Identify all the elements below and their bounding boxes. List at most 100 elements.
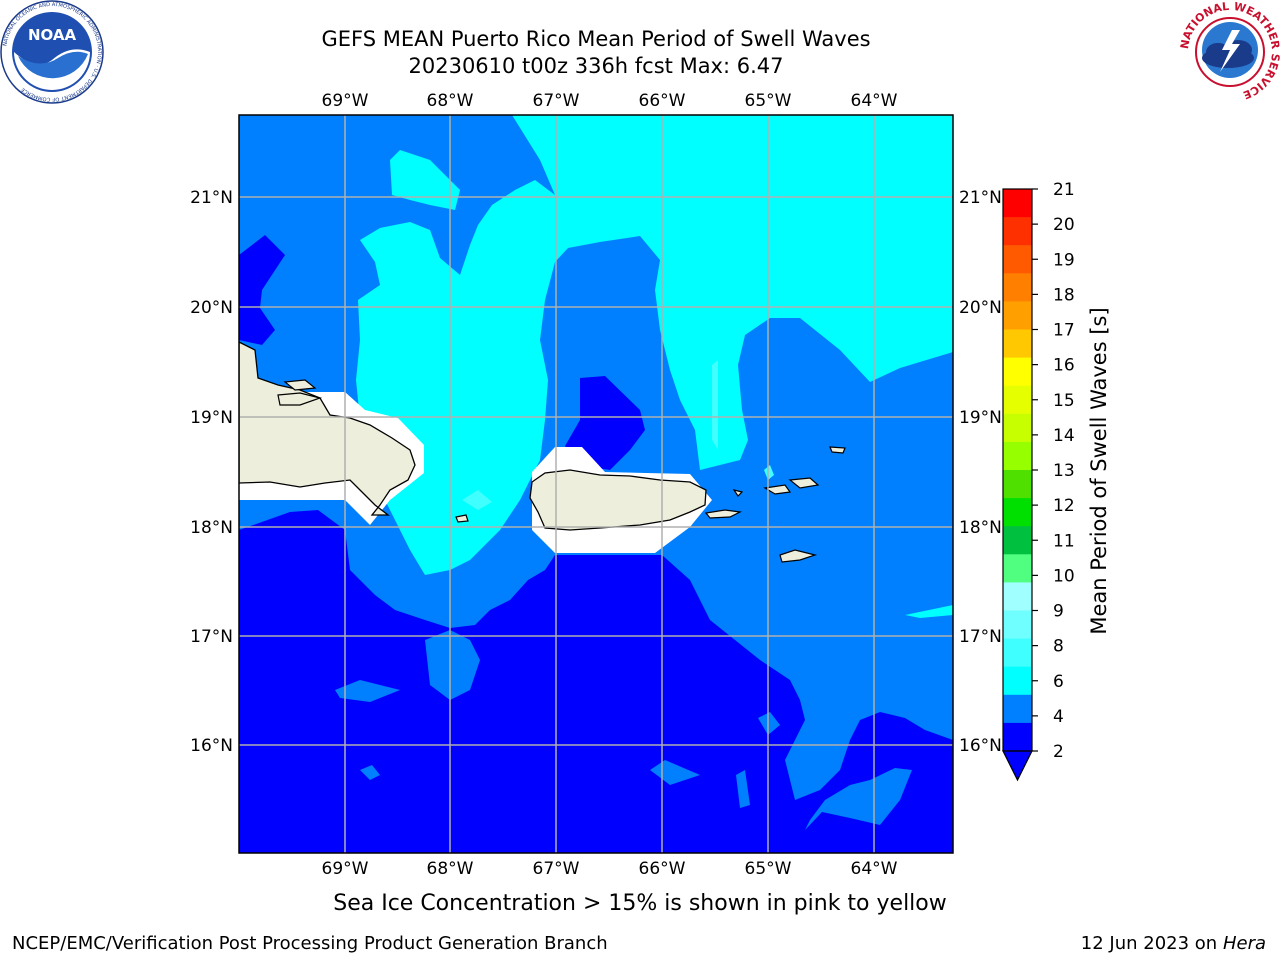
- footer-host: Hera: [1222, 933, 1266, 954]
- lat-label-left: 21°N: [190, 188, 233, 208]
- colorbar-tick-label: 13: [1053, 461, 1075, 481]
- lat-label-right: 18°N: [959, 518, 1002, 538]
- colorbar-tick-label: 19: [1053, 250, 1075, 270]
- lat-label-left: 17°N: [190, 627, 233, 647]
- footer-date-text: 12 Jun 2023 on: [1080, 933, 1218, 954]
- colorbar-tick-label: 16: [1053, 356, 1075, 376]
- footer-date: 12 Jun 2023 on Hera: [1081, 933, 1266, 954]
- band-lt2-nw: [239, 235, 285, 345]
- colorbar-tick-label: 6: [1053, 672, 1064, 692]
- colorbar-tick-label: 17: [1053, 321, 1075, 341]
- lon-label-top: 65°W: [745, 91, 792, 111]
- lon-label-top: 66°W: [639, 91, 686, 111]
- colorbar-segment: [1003, 273, 1032, 302]
- band-4-6-speck1: [708, 182, 720, 206]
- band-4-6-north: [356, 115, 953, 575]
- lon-label-bottom: 66°W: [639, 859, 686, 879]
- nws-logo-icon: NATIONAL WEATHER SERVICE: [1178, 0, 1280, 102]
- colorbar-segment: [1003, 554, 1032, 583]
- colorbar-segment: [1003, 441, 1032, 471]
- band-2-4-patch-e: [758, 712, 780, 735]
- colorbar-segment: [1003, 470, 1032, 499]
- land-virgin-islands: [732, 446, 846, 497]
- land-st-croix: [779, 549, 818, 563]
- map-grid: [239, 115, 953, 853]
- colorbar-segment: [1003, 329, 1032, 359]
- chart-subtitle: 20230610 t00z 336h fcst Max: 6.47: [408, 54, 784, 78]
- band-4-6-island: [390, 150, 460, 210]
- lat-labels-right: 21°N 20°N 19°N 18°N 17°N 16°N: [959, 188, 1002, 756]
- colorbar-tick-label: 12: [1053, 496, 1075, 516]
- colorbar-tick-label: 11: [1053, 531, 1075, 551]
- colorbar-tick-label: 8: [1053, 637, 1064, 657]
- lat-label-right: 21°N: [959, 188, 1002, 208]
- footer-branch: NCEP/EMC/Verification Post Processing Pr…: [12, 933, 608, 954]
- colorbar-tick-label: 21: [1053, 180, 1075, 200]
- colorbar-segment: [1003, 694, 1032, 724]
- colorbar-label: Mean Period of Swell Waves [s]: [1087, 307, 1111, 634]
- lon-label-bottom: 64°W: [851, 859, 898, 879]
- map-field: [239, 115, 953, 853]
- lon-label-bottom: 68°W: [427, 859, 474, 879]
- colorbar-tick-label: 18: [1053, 285, 1075, 305]
- colorbar-tick-labels: 21 20 19 18 17 16 15 14 13 12 11 10 9 8 6 4 2: [1032, 180, 1075, 762]
- lat-label-right: 17°N: [959, 627, 1002, 647]
- lon-labels-top: 69°W 68°W 67°W 66°W 65°W 64°W: [322, 91, 898, 111]
- colorbar-segment: [1003, 666, 1032, 696]
- colorbar-tick-label: 14: [1053, 426, 1075, 446]
- colorbar-segment: [1003, 610, 1032, 640]
- land-north-islets: [277, 379, 323, 406]
- colorbar-segment: [1003, 526, 1032, 555]
- colorbar-tick-label: 20: [1053, 215, 1075, 235]
- lon-label-top: 69°W: [322, 91, 369, 111]
- land-vieques: [704, 509, 743, 519]
- band-2-4-patch-b: [360, 765, 380, 780]
- band-6-8-b: [764, 465, 774, 480]
- lon-label-bottom: 67°W: [533, 859, 580, 879]
- lat-label-left: 16°N: [190, 736, 233, 756]
- colorbar-segment: [1003, 245, 1032, 274]
- colorbar: [1002, 188, 1033, 782]
- band-6-8-a: [462, 490, 492, 510]
- colorbar-segment: [1003, 413, 1032, 443]
- lat-label-left: 19°N: [190, 408, 233, 428]
- colorbar-segment: [1003, 722, 1032, 752]
- lon-labels-bottom: 69°W 68°W 67°W 66°W 65°W 64°W: [322, 859, 898, 879]
- lon-label-top: 64°W: [851, 91, 898, 111]
- lon-label-bottom: 65°W: [745, 859, 792, 879]
- lat-label-left: 20°N: [190, 298, 233, 318]
- band-2-4-patch-f: [805, 768, 912, 830]
- band-4-6-east: [905, 605, 953, 618]
- colorbar-segment: [1003, 638, 1032, 668]
- colorbar-tick-label: 2: [1053, 742, 1064, 762]
- colorbar-extend-arrow: [1002, 750, 1033, 782]
- noaa-logo-icon: NOAA NATIONAL OCEANIC AND ATMOSPHERIC AD…: [0, 0, 104, 104]
- lon-label-top: 68°W: [427, 91, 474, 111]
- colorbar-tick-label: 15: [1053, 391, 1075, 411]
- land-isla-mona: [455, 514, 469, 523]
- band-2-4-patch-g: [425, 630, 480, 700]
- lat-labels-left: 21°N 20°N 19°N 18°N 17°N 16°N: [190, 188, 233, 756]
- chart-title: GEFS MEAN Puerto Rico Mean Period of Swe…: [321, 27, 871, 51]
- colorbar-tick-label: 9: [1053, 602, 1064, 622]
- colorbar-segment: [1003, 357, 1032, 387]
- colorbar-tick-label: 10: [1053, 566, 1075, 586]
- colorbar-segment: [1003, 385, 1032, 415]
- colorbar-segment: [1003, 189, 1032, 218]
- band-lt2-south: [239, 510, 953, 853]
- band-2-4-patch-d: [736, 770, 750, 808]
- lat-label-right: 20°N: [959, 298, 1002, 318]
- band-2-4-patch-a: [335, 680, 400, 702]
- lat-label-right: 19°N: [959, 408, 1002, 428]
- colorbar-segment: [1003, 301, 1032, 330]
- lat-label-left: 18°N: [190, 518, 233, 538]
- colorbar-segment: [1003, 217, 1032, 246]
- band-lt2-center: [565, 376, 645, 470]
- band-6-8-c: [712, 360, 718, 450]
- noaa-logo-text: NOAA: [28, 26, 77, 44]
- colorbar-tick-label: 4: [1053, 707, 1064, 727]
- colorbar-segment: [1003, 582, 1032, 611]
- lon-label-top: 67°W: [533, 91, 580, 111]
- map-frame: [238, 114, 954, 854]
